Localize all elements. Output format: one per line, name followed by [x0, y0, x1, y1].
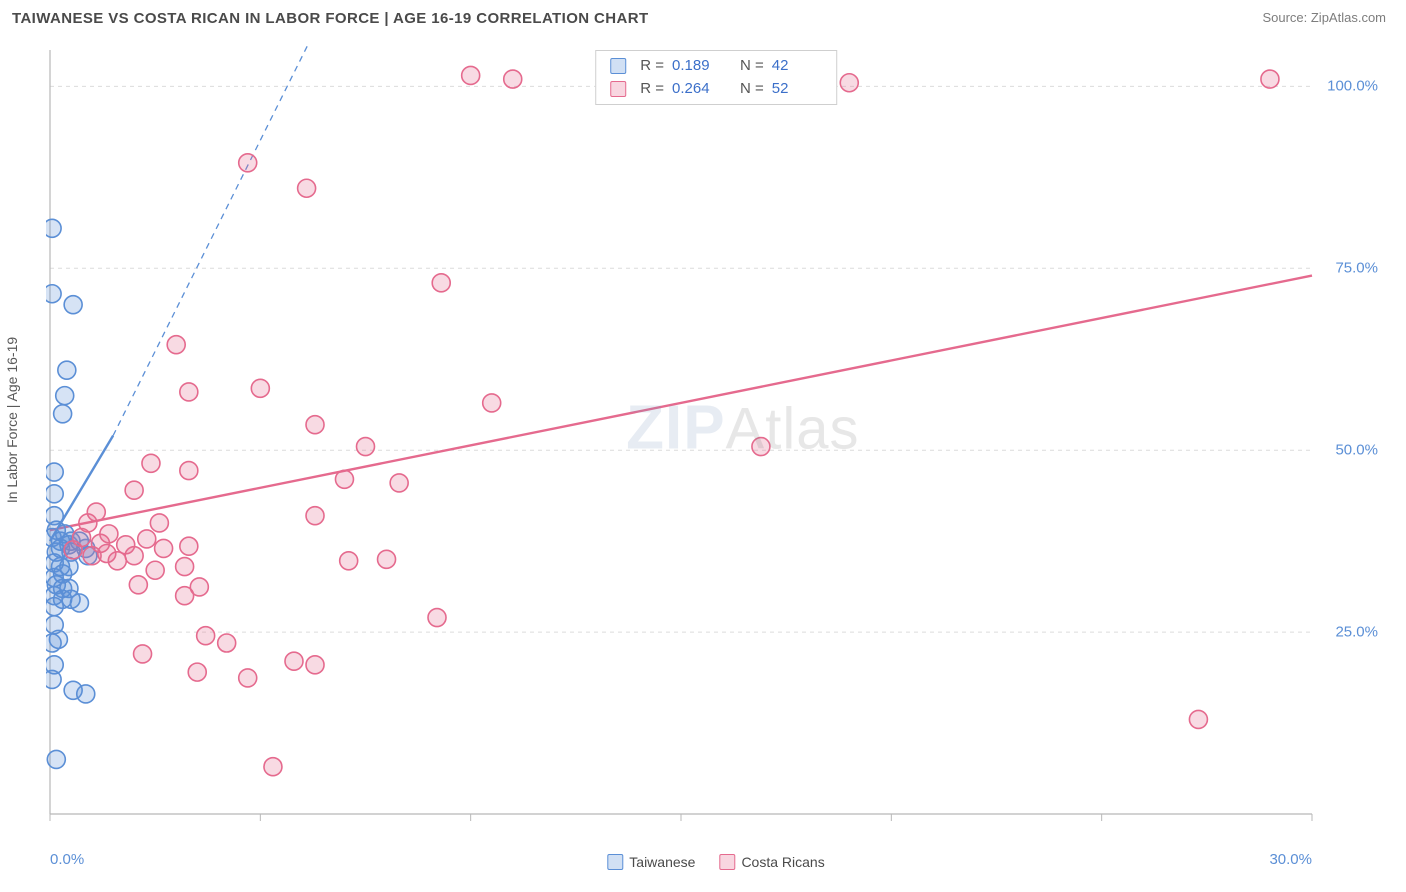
swatch-taiwanese: [607, 854, 623, 870]
y-tick-label: 50.0%: [1335, 442, 1378, 459]
swatch-taiwanese: [610, 58, 626, 74]
x-tick-label: 30.0%: [1269, 851, 1312, 868]
legend-item-taiwanese: Taiwanese: [607, 854, 695, 870]
legend-label-costaricans: Costa Ricans: [741, 854, 824, 870]
y-tick-label: 100.0%: [1327, 78, 1378, 95]
x-tick-label: 0.0%: [50, 851, 84, 868]
chart-header: TAIWANESE VS COSTA RICAN IN LABOR FORCE …: [0, 0, 1406, 40]
r-value-costaricans: 0.264: [672, 78, 722, 101]
y-tick-label: 25.0%: [1335, 624, 1378, 641]
n-value-taiwanese: 42: [772, 55, 822, 78]
r-label: R =: [640, 78, 664, 101]
r-value-taiwanese: 0.189: [672, 55, 722, 78]
chart-source: Source: ZipAtlas.com: [1262, 10, 1386, 25]
correlation-legend: R = 0.189 N = 42 R = 0.264 N = 52: [595, 50, 837, 105]
legend-item-costaricans: Costa Ricans: [719, 854, 824, 870]
scatter-plot: [46, 44, 1386, 844]
legend-row-taiwanese: R = 0.189 N = 42: [610, 55, 822, 78]
n-label: N =: [740, 55, 764, 78]
chart-title: TAIWANESE VS COSTA RICAN IN LABOR FORCE …: [12, 10, 649, 27]
y-tick-label: 75.0%: [1335, 260, 1378, 277]
n-value-costaricans: 52: [772, 78, 822, 101]
legend-label-taiwanese: Taiwanese: [629, 854, 695, 870]
swatch-costaricans: [610, 81, 626, 97]
series-legend: Taiwanese Costa Ricans: [607, 854, 824, 870]
swatch-costaricans: [719, 854, 735, 870]
legend-row-costaricans: R = 0.264 N = 52: [610, 78, 822, 101]
y-axis-label: In Labor Force | Age 16-19: [4, 337, 20, 503]
n-label: N =: [740, 78, 764, 101]
r-label: R =: [640, 55, 664, 78]
chart-area: ZIPAtlas R = 0.189 N = 42 R = 0.264 N = …: [46, 44, 1386, 844]
